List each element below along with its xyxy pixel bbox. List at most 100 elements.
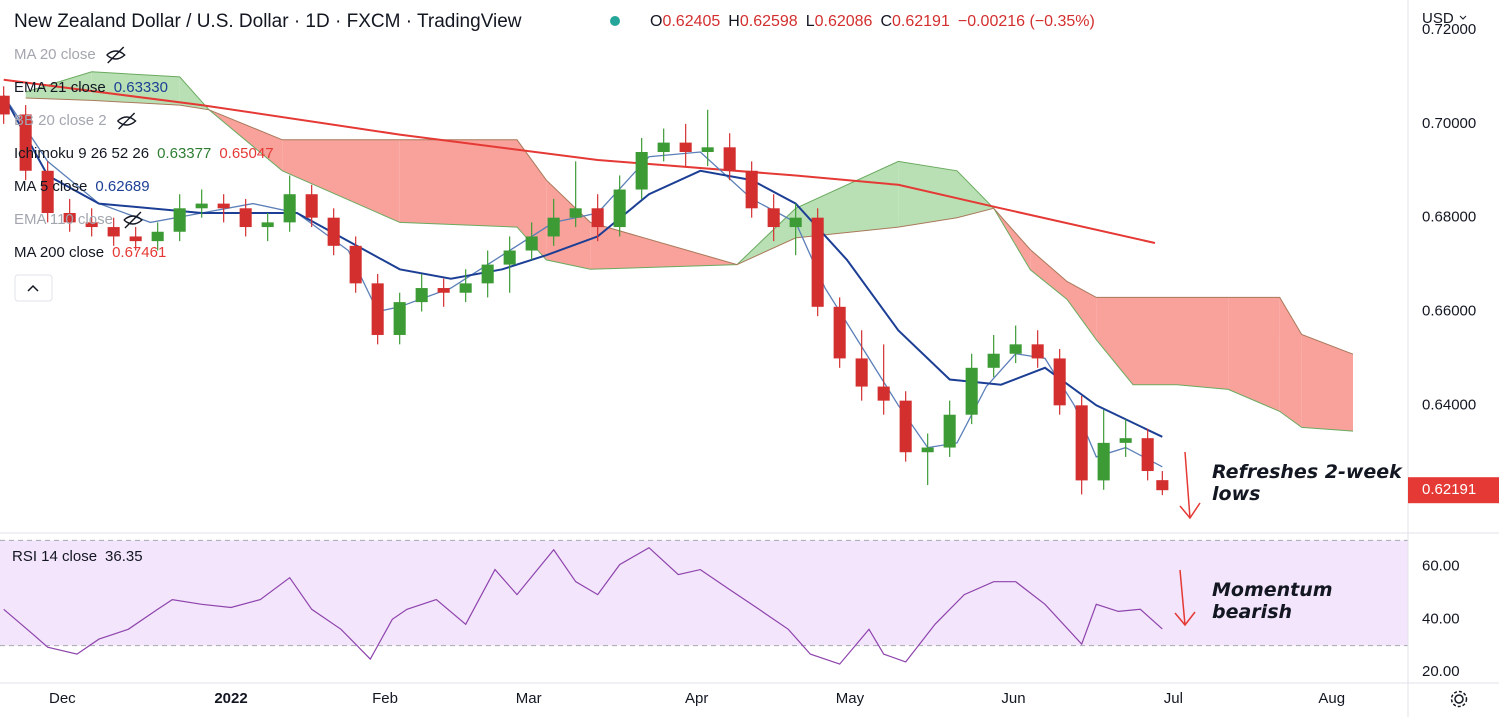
candle-body [371, 283, 384, 335]
settings-icon[interactable] [1450, 690, 1468, 708]
legend: MA 20 close EMA 21 close 0.63330 BB 20 clos… [14, 46, 274, 261]
axes: 0.720000.700000.680000.660000.640000.620… [49, 21, 1499, 707]
candle-body [987, 353, 1000, 368]
cloud-segment [546, 180, 591, 270]
x-tick-label: Mar [516, 690, 542, 707]
hidden-icon[interactable] [117, 112, 137, 130]
x-tick-label: Jun [1001, 690, 1025, 707]
candle-body [1156, 480, 1169, 491]
candle-body [1075, 405, 1088, 481]
ohlc-value: 0.62086 [815, 13, 873, 30]
arrow-down [1174, 569, 1196, 627]
candle-body [899, 400, 912, 453]
legend-row: Ichimoku 9 26 52 26 0.63377 0.65047 [14, 145, 274, 162]
annotation: Momentum bearish [1212, 579, 1333, 623]
cloud-segment [1030, 249, 1067, 300]
arrow-down [1179, 451, 1201, 520]
candle-body [547, 217, 560, 237]
cloud-segment [590, 222, 737, 270]
ohlc-key: L [806, 13, 815, 30]
cloud-segment [282, 139, 400, 223]
legend-value: 0.63377 [157, 145, 211, 162]
candle-body [855, 358, 868, 387]
y-tick-label: 40.00 [1422, 610, 1460, 627]
currency[interactable]: USD [1422, 10, 1454, 27]
candle-body [415, 288, 428, 303]
candle-body [723, 147, 736, 171]
chevron [1459, 15, 1467, 20]
cloud-segment [898, 161, 957, 228]
indicator-line [3, 78, 1156, 244]
legend-name: MA 5 close [14, 178, 87, 195]
legend-row: EMA 110 close [14, 211, 113, 228]
ohlc-value: 0.62405 [662, 13, 720, 30]
candle-body [85, 222, 98, 228]
cloud-segment [1279, 297, 1302, 428]
candle-body [1009, 344, 1022, 354]
rsi-pane [0, 539, 1408, 665]
x-tick-label: Aug [1318, 690, 1345, 707]
cloud-segment [399, 139, 517, 228]
rsi-name: RSI 14 close [12, 548, 97, 565]
y-tick-label: 0.66000 [1422, 302, 1476, 319]
last-price-label: 0.62191 [1422, 481, 1476, 498]
ohlc-value: 0.62191 [892, 13, 950, 30]
last-price-box [1408, 477, 1499, 504]
rsi-band [0, 540, 1408, 646]
legend-name: Ichimoku 9 26 52 26 [14, 145, 149, 162]
candle-body [1119, 438, 1132, 443]
candle-body [701, 147, 714, 152]
legend-value: 0.63330 [114, 79, 168, 96]
legend-name: MA 20 close [14, 46, 96, 63]
candle-body [63, 212, 76, 223]
x-tick-label: May [836, 690, 865, 707]
legend-row: MA 5 close 0.62689 [14, 178, 150, 195]
y-tick-label: 0.72000 [1422, 21, 1476, 38]
rsi-line [3, 546, 1163, 665]
candle-body [679, 142, 692, 152]
chart-title: New Zealand Dollar / U.S. Dollar · 1D · … [14, 11, 522, 32]
cloud-segment [517, 139, 547, 260]
candle-body [173, 208, 186, 232]
cloud-segment [91, 71, 180, 106]
rsi-value: 36.35 [105, 548, 143, 565]
arrows [1174, 451, 1201, 627]
x-tick-label: 2022 [214, 690, 247, 707]
legend-value: 0.65047 [219, 145, 273, 162]
legend-value: 0.62689 [95, 178, 149, 195]
hidden-icon[interactable] [123, 211, 144, 229]
cloud-segment [1067, 281, 1097, 340]
cloud-edge [25, 71, 1354, 432]
cloud-segment [1228, 297, 1280, 412]
candle-body [283, 194, 296, 223]
indicator-line [3, 95, 1163, 468]
ohlc-key: C [880, 13, 892, 30]
candle-body [261, 222, 274, 228]
y-tick-label: 0.64000 [1422, 396, 1476, 413]
annotation: Refreshes 2-week lows [1212, 461, 1402, 505]
candle-body [965, 367, 978, 415]
candle-body [327, 217, 340, 246]
collapse-button[interactable] [14, 274, 53, 302]
candle-body [503, 250, 516, 265]
ohlc-change: −0.00216 (−0.35%) [958, 13, 1095, 30]
y-tick-label: 60.00 [1422, 558, 1460, 575]
legend-row: EMA 21 close 0.63330 [14, 79, 168, 96]
candle-body [1053, 358, 1066, 406]
legend-name: EMA 110 close [14, 211, 113, 228]
candle-body [151, 231, 164, 242]
candle-body [349, 245, 362, 284]
candle-body [745, 170, 758, 209]
candle-body [195, 203, 208, 209]
legend-row: MA 200 close 0.67461 [14, 244, 166, 261]
legend-row: BB 20 close 2 [14, 112, 107, 129]
ohlc-key: O [650, 13, 662, 30]
hidden-icon[interactable] [106, 46, 126, 64]
candle-body [789, 217, 802, 228]
candle-body [459, 283, 472, 293]
legend-name: MA 200 close [14, 244, 104, 261]
candle-body [305, 194, 318, 218]
candle-body [41, 170, 54, 213]
